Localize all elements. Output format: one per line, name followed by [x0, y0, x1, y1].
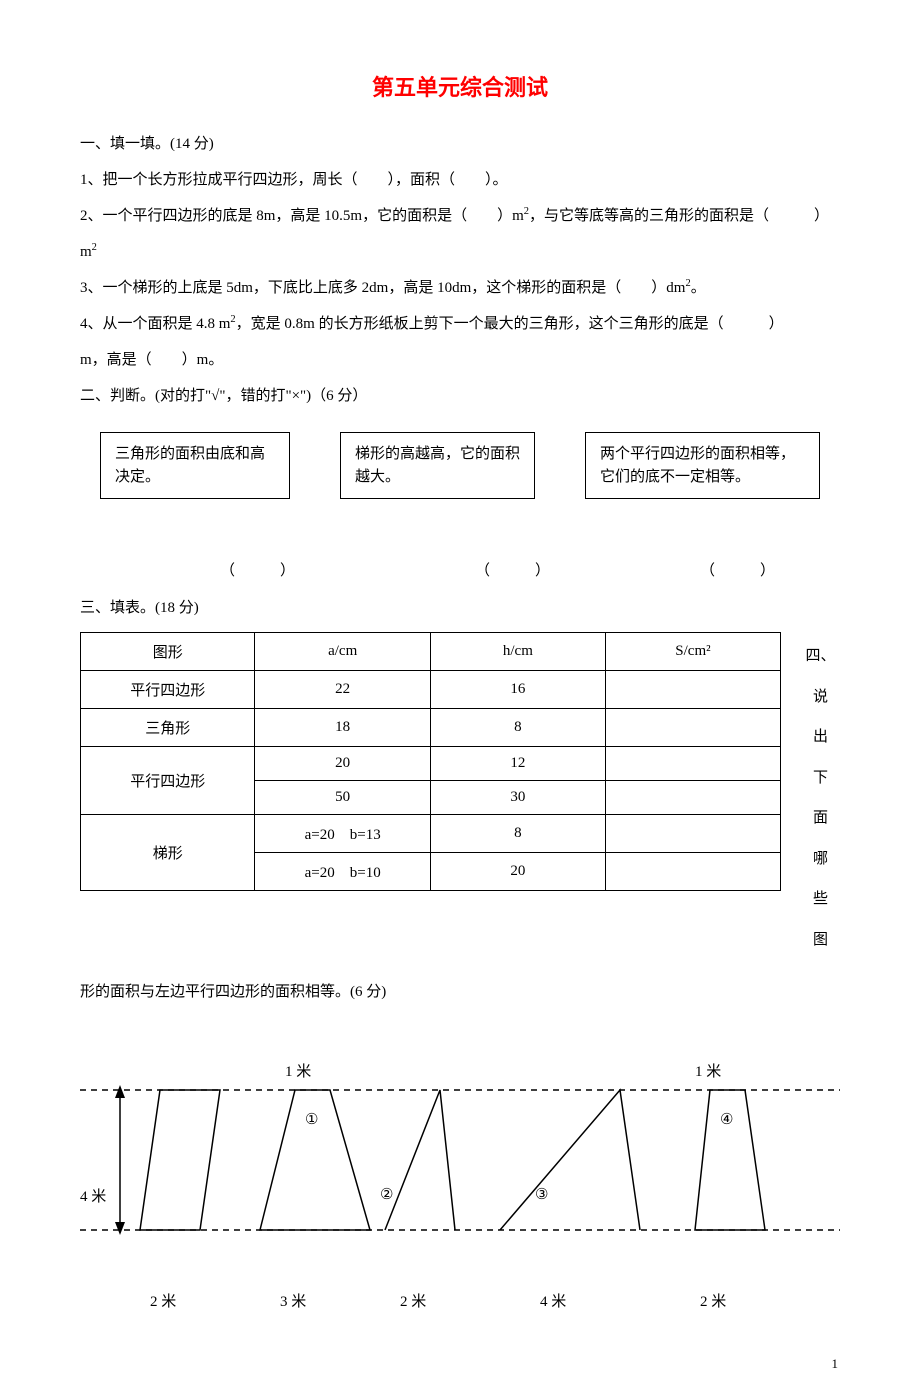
- cell-h: 8: [430, 709, 605, 747]
- cell-h: 16: [430, 671, 605, 709]
- circle-2: ②: [380, 1185, 393, 1204]
- cell-a: 22: [255, 671, 431, 709]
- cell-s: [605, 671, 780, 709]
- cell-shape: 梯形: [81, 815, 255, 891]
- cell-a: a=20 b=10: [255, 853, 431, 891]
- table-row: 平行四边形 22 16: [81, 671, 781, 709]
- cell-shape: 平行四边形: [81, 747, 255, 815]
- th-s: S/cm²: [605, 633, 780, 671]
- judge-boxes: 三角形的面积由底和高决定。 梯形的高越高，它的面积越大。 两个平行四边形的面积相…: [100, 432, 840, 499]
- cell-shape: 三角形: [81, 709, 255, 747]
- section4-continue: 形的面积与左边平行四边形的面积相等。(6 分): [80, 974, 840, 1010]
- cell-a: a=20 b=13: [255, 815, 431, 853]
- q2-part1: 2、一个平行四边形的底是 8m，高是 10.5m，它的面积是（ ）m: [80, 208, 524, 224]
- th-h: h/cm: [430, 633, 605, 671]
- cell-h: 12: [430, 747, 605, 781]
- cell-s: [605, 709, 780, 747]
- paren-2: （ ）: [475, 559, 550, 580]
- table-row: 平行四边形 20 12: [81, 747, 781, 781]
- base-label-5: 2 米: [700, 1290, 726, 1311]
- q4-end: m，高是（ ）m。: [80, 342, 840, 378]
- shapes-diagram: 1 米 1 米 4 米 ① ② ③ ④ 2 米 3 米 2 米 4 米 2 米: [80, 1030, 840, 1350]
- sup-2: 2: [92, 242, 97, 253]
- section4-vertical-label: 四、说出下面哪些图: [801, 636, 840, 960]
- label-1m-b: 1 米: [695, 1060, 721, 1081]
- judge-box-2: 梯形的高越高，它的面积越大。: [340, 432, 535, 499]
- paren-1: （ ）: [220, 559, 295, 580]
- q4: 4、从一个面积是 4.8 m2，宽是 0.8m 的长方形纸板上剪下一个最大的三角…: [80, 306, 840, 342]
- section2-heading: 二、判断。(对的打"√"，错的打"×")（6 分）: [80, 378, 840, 414]
- th-a: a/cm: [255, 633, 431, 671]
- cell-h: 30: [430, 781, 605, 815]
- q3: 3、一个梯形的上底是 5dm，下底比上底多 2dm，高是 10dm，这个梯形的面…: [80, 270, 840, 306]
- cell-h: 8: [430, 815, 605, 853]
- q2: 2、一个平行四边形的底是 8m，高是 10.5m，它的面积是（ ）m2，与它等底…: [80, 198, 840, 234]
- cell-shape: 平行四边形: [81, 671, 255, 709]
- q4-part1: 4、从一个面积是 4.8 m: [80, 316, 230, 332]
- q1: 1、把一个长方形拉成平行四边形，周长（ ），面积（ ）。: [80, 162, 840, 198]
- paren-3: （ ）: [700, 559, 775, 580]
- base-label-2: 3 米: [280, 1290, 306, 1311]
- page-title: 第五单元综合测试: [80, 70, 840, 102]
- q2-part2: ，与它等底等高的三角形的面积是（ ）: [529, 208, 829, 224]
- cell-h: 20: [430, 853, 605, 891]
- base-label-3: 2 米: [400, 1290, 426, 1311]
- cell-a: 18: [255, 709, 431, 747]
- cell-s: [605, 853, 780, 891]
- th-shape: 图形: [81, 633, 255, 671]
- table-row: 梯形 a=20 b=13 8: [81, 815, 781, 853]
- q2-m: m: [80, 244, 92, 260]
- section1-heading: 一、填一填。(14 分): [80, 126, 840, 162]
- cell-a: 20: [255, 747, 431, 781]
- q2-end: m2: [80, 234, 840, 270]
- label-4m: 4 米: [80, 1185, 106, 1206]
- cell-s: [605, 781, 780, 815]
- circle-4: ④: [720, 1110, 733, 1129]
- cell-s: [605, 747, 780, 781]
- diagram-svg: [80, 1030, 840, 1330]
- base-label-1: 2 米: [150, 1290, 176, 1311]
- circle-1: ①: [305, 1110, 318, 1129]
- judge-paren-row: （ ） （ ） （ ）: [80, 559, 840, 580]
- label-1m-a: 1 米: [285, 1060, 311, 1081]
- table-row: 三角形 18 8: [81, 709, 781, 747]
- cell-a: 50: [255, 781, 431, 815]
- q3-part2: 。: [691, 280, 706, 296]
- judge-box-1: 三角形的面积由底和高决定。: [100, 432, 290, 499]
- section3-heading: 三、填表。(18 分): [80, 590, 840, 626]
- table-header-row: 图形 a/cm h/cm S/cm²: [81, 633, 781, 671]
- cell-s: [605, 815, 780, 853]
- page-number: 1: [832, 1356, 839, 1372]
- base-label-4: 4 米: [540, 1290, 566, 1311]
- judge-box-3: 两个平行四边形的面积相等，它们的底不一定相等。: [585, 432, 820, 499]
- shapes-table: 图形 a/cm h/cm S/cm² 平行四边形 22 16 三角形 18 8 …: [80, 632, 781, 891]
- q4-part2: ，宽是 0.8m 的长方形纸板上剪下一个最大的三角形，这个三角形的底是（ ）: [236, 316, 784, 332]
- circle-3: ③: [535, 1185, 548, 1204]
- q3-part1: 3、一个梯形的上底是 5dm，下底比上底多 2dm，高是 10dm，这个梯形的面…: [80, 280, 685, 296]
